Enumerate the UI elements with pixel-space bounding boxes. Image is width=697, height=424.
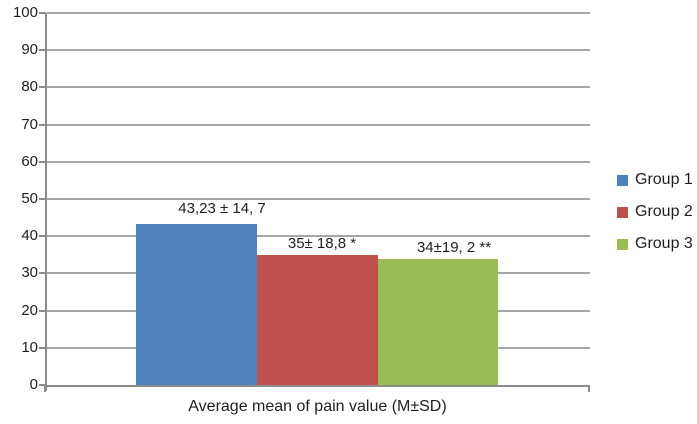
y-axis-tick-40 [39,235,46,238]
gridline-50 [47,198,590,200]
y-axis-tick-label-30: 30 [21,264,38,282]
y-axis-tick-label-40: 40 [21,227,38,245]
y-axis-tick-label-90: 90 [21,41,38,59]
y-axis-tick-10 [39,346,46,349]
gridline-100 [47,12,590,14]
legend-item-group-3: Group 3 [617,234,693,254]
gridline-40 [47,235,590,238]
y-axis-tick-label-50: 50 [21,190,38,207]
gridline-90 [47,49,590,52]
bar-group-3 [378,259,498,385]
legend-label-group-3: Group 3 [635,235,693,252]
y-axis-tick-100 [39,12,46,14]
legend-label-group-2: Group 2 [635,203,693,220]
y-axis-tick-label-60: 60 [21,152,38,170]
x-axis-title: Average mean of pain value (M±SD) [188,398,447,415]
y-axis-tick-20 [39,309,46,312]
x-axis-left-tick [44,386,46,392]
x-axis-line [45,385,590,387]
y-axis-tick-90 [39,49,46,52]
y-axis-tick-50 [39,198,46,200]
legend-item-group-2: Group 2 [617,202,693,222]
y-axis-tick-label-70: 70 [21,115,38,133]
y-axis-tick-30 [39,272,46,275]
y-axis-tick-70 [39,123,46,126]
gridline-80 [47,86,590,89]
y-axis-tick-label-100: 100 [12,4,38,21]
legend: Group 1 Group 2 Group 3 [617,170,693,254]
legend-swatch-group-2 [617,206,628,218]
bar-label-group-3: 34±19, 2 ** [416,239,492,256]
y-axis-line [45,13,47,391]
bar-label-group-1: 43,23 ± 14, 7 [178,200,266,217]
legend-label-group-1: Group 1 [635,171,693,188]
gridline-70 [47,123,590,126]
x-axis-right-tick [588,386,590,392]
y-axis-tick-60 [39,160,46,163]
bar-label-group-2: 35± 18,8 * [287,235,357,252]
y-axis-tick-80 [39,86,46,89]
y-axis-tick-label-20: 20 [21,301,38,319]
legend-swatch-group-3 [617,238,628,250]
y-axis-tick-label-10: 10 [21,338,38,356]
plot-area: 43,23 ± 14, 7 35± 18,8 * 34±19, 2 ** [47,12,590,385]
y-axis-tick-label-80: 80 [21,78,38,96]
y-axis-tick-0 [39,384,46,386]
bar-group-2 [257,255,378,385]
bar-group-1 [136,224,257,385]
gridline-60 [47,160,590,163]
legend-swatch-group-1 [617,174,628,186]
legend-item-group-1: Group 1 [617,170,693,190]
y-axis-tick-label-0: 0 [29,376,38,393]
